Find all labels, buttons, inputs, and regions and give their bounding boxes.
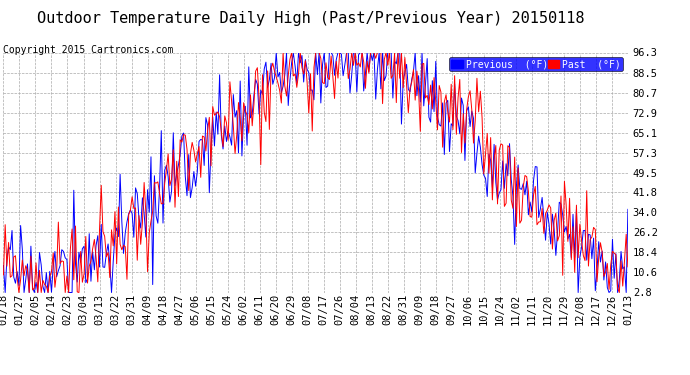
Text: Copyright 2015 Cartronics.com: Copyright 2015 Cartronics.com (3, 45, 174, 55)
Legend: Previous  (°F), Past  (°F): Previous (°F), Past (°F) (449, 57, 623, 71)
Text: Outdoor Temperature Daily High (Past/Previous Year) 20150118: Outdoor Temperature Daily High (Past/Pre… (37, 11, 584, 26)
